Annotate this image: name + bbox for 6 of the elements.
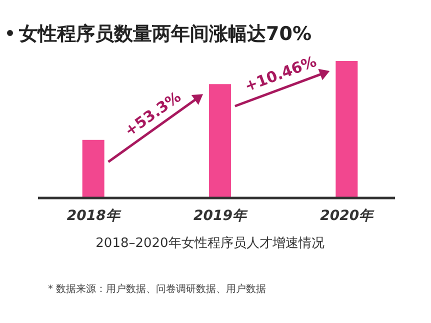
x-tick-label: 2019年 xyxy=(194,208,248,224)
x-axis-title: 2018–2020年女性程序员人才增速情况 xyxy=(96,235,324,251)
text: * 数据来源：用户数据、问卷调研数据、用户数据 xyxy=(48,283,266,295)
chart-title: 女性程序员数量两年间涨幅达70% xyxy=(18,23,312,45)
x-tick-label: 2018年 xyxy=(66,208,122,224)
x-tick-label: 2020年 xyxy=(320,208,376,224)
